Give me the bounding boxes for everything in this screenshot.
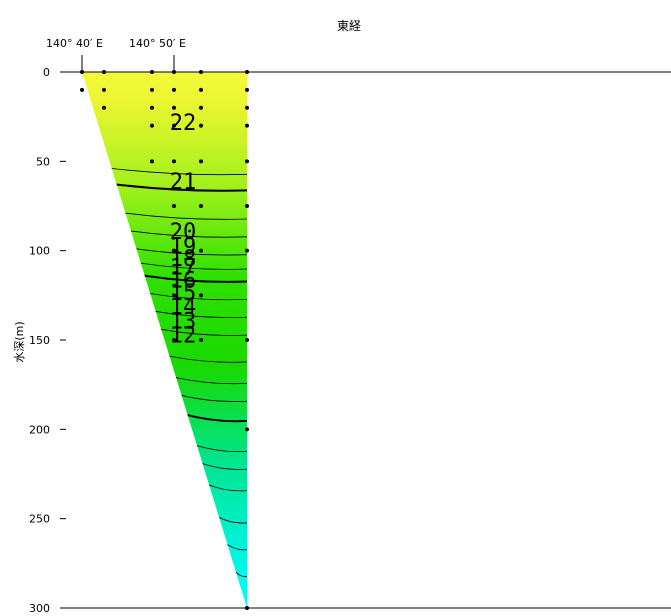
station-dot-6 <box>150 88 154 92</box>
station-dot-33 <box>245 204 249 208</box>
y-tick-label-1: 50 <box>36 155 50 168</box>
station-dot-11 <box>172 88 176 92</box>
station-dot-14 <box>172 159 176 163</box>
y-axis-ticks: 0 50 100 150 200 250 300 <box>29 66 66 615</box>
station-dot-35 <box>245 338 249 342</box>
station-dot-15 <box>172 204 176 208</box>
y-tick-label-0: 0 <box>43 66 50 79</box>
station-dot-20 <box>199 88 203 92</box>
y-tick-label-3: 150 <box>29 334 50 347</box>
station-dot-21 <box>199 106 203 110</box>
station-dot-22 <box>199 124 203 128</box>
station-dot-9 <box>150 159 154 163</box>
contour-label-22: 22 <box>170 111 197 136</box>
station-dot-4 <box>102 106 106 110</box>
contour-label-12: 12 <box>170 324 197 349</box>
y-tick-label-2: 100 <box>29 245 50 258</box>
station-dot-25 <box>199 249 203 253</box>
station-dot-32 <box>245 159 249 163</box>
station-dot-24 <box>199 204 203 208</box>
y-tick-label-5: 250 <box>29 513 50 526</box>
y-tick-label-6: 300 <box>29 602 50 615</box>
station-dot-36 <box>245 427 249 431</box>
station-dot-26 <box>199 293 203 297</box>
station-dot-23 <box>199 159 203 163</box>
y-axis-label: 水深(m) <box>13 321 26 362</box>
station-dot-34 <box>245 249 249 253</box>
contour-label-21: 21 <box>170 170 197 195</box>
station-dot-31 <box>245 124 249 128</box>
station-dot-3 <box>102 88 106 92</box>
x-tick-label-2: 140° 50′ E <box>129 37 186 50</box>
x-axis-label: 東経 <box>337 19 361 33</box>
station-dot-1 <box>80 88 84 92</box>
station-dot-27 <box>199 338 203 342</box>
station-dot-30 <box>245 106 249 110</box>
station-dot-8 <box>150 124 154 128</box>
station-dot-12 <box>172 106 176 110</box>
temperature-section-fill <box>82 72 247 608</box>
y-tick-label-4: 200 <box>29 423 50 436</box>
station-dot-7 <box>150 106 154 110</box>
x-tick-label-1: 140° 40′ E <box>46 37 103 50</box>
station-dot-29 <box>245 88 249 92</box>
